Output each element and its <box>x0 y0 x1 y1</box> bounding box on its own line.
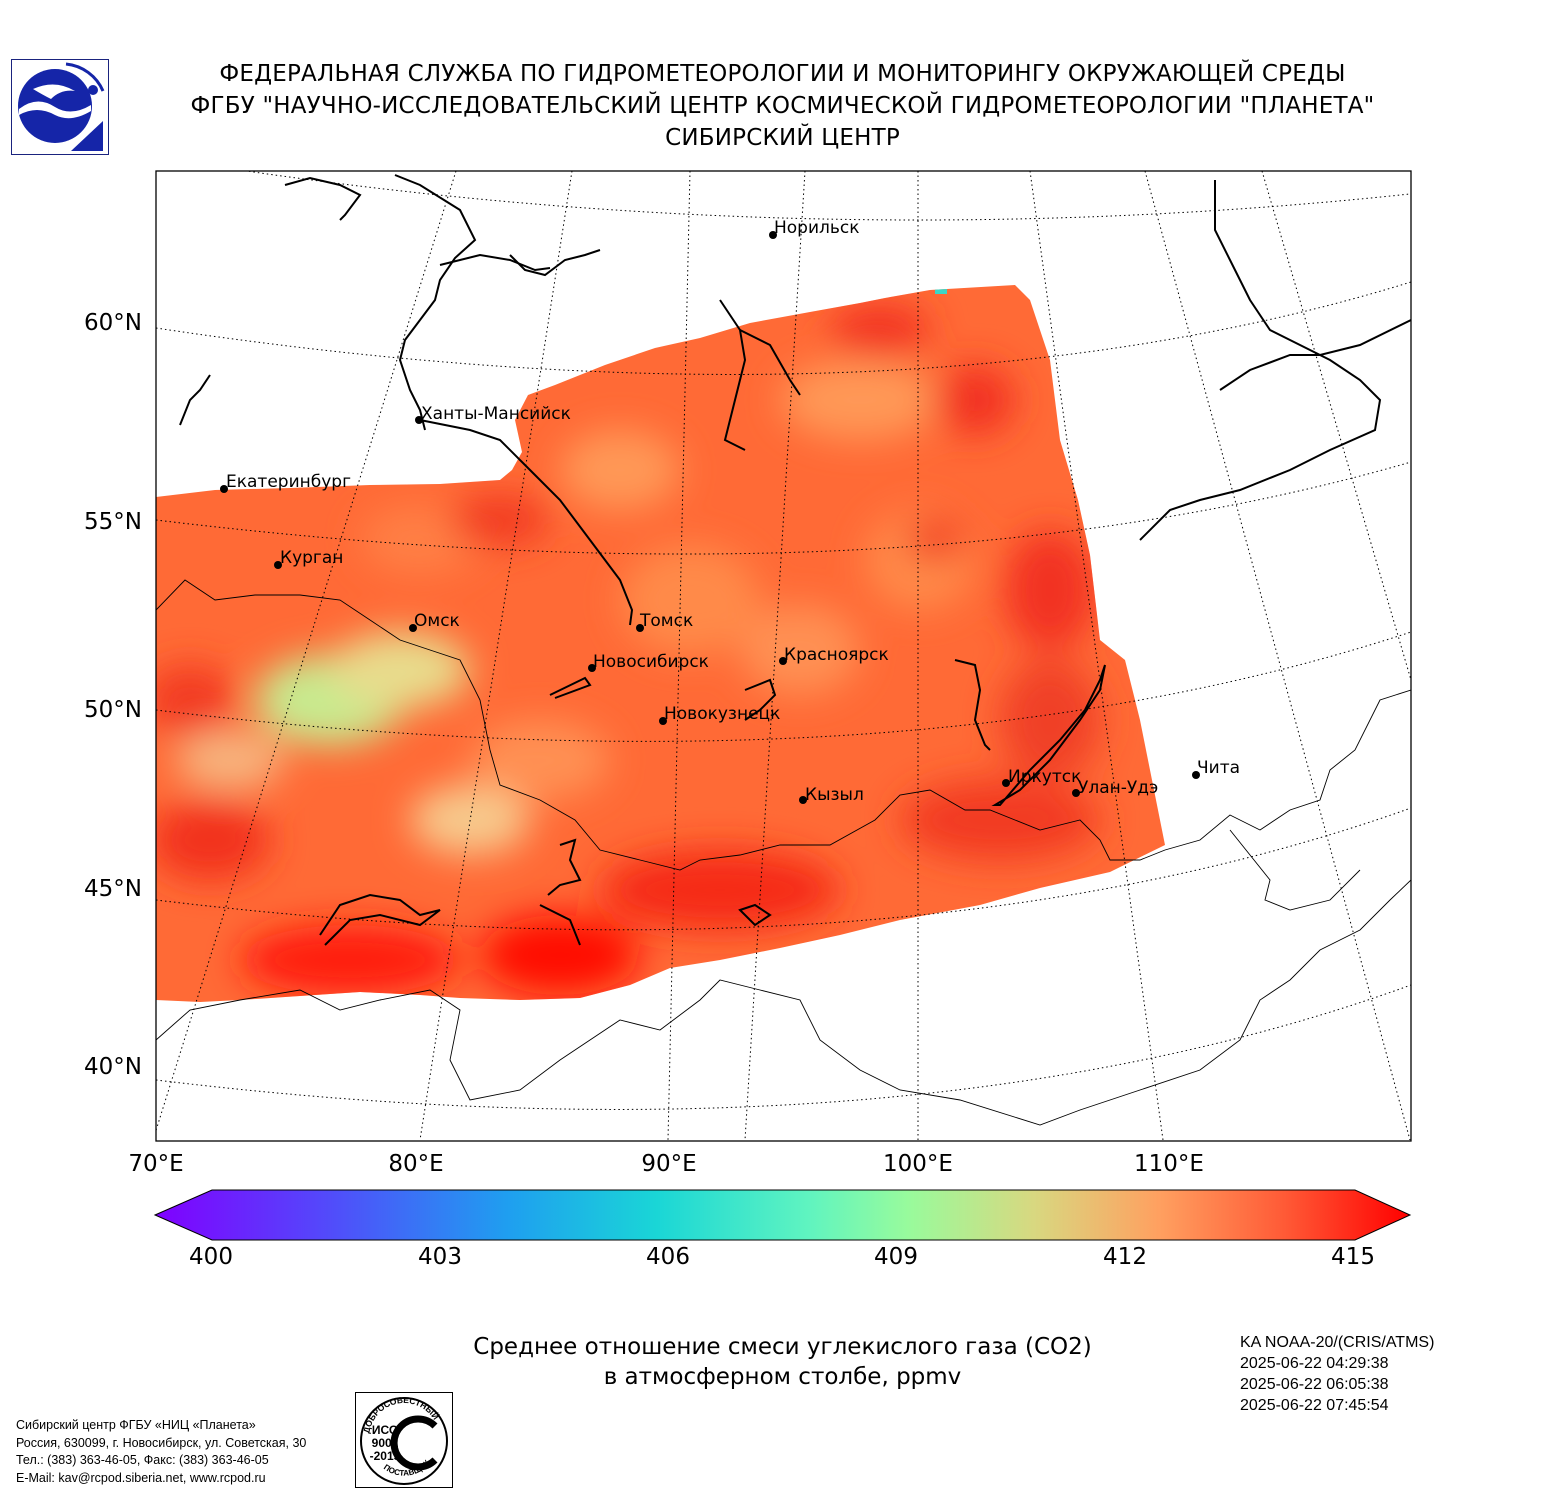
iso-stamp-logo: ДОБРОСОВЕСТНЫЙ ПОСТАВЩИК ИСО 9001 -2015 <box>355 1392 453 1488</box>
lat-label-55: 55°N <box>84 509 142 535</box>
city-label-krasnoyarsk: Красноярск <box>784 645 889 665</box>
graticule-parallels <box>156 171 1411 1110</box>
lon-label-90: 90°E <box>641 1151 697 1177</box>
svg-text:9001: 9001 <box>372 1436 399 1450</box>
city-markers <box>220 231 1200 804</box>
city-label-norilsk: Норильск <box>774 218 860 238</box>
lat-label-45: 45°N <box>84 876 142 902</box>
caption-line-1: Среднее отношение смеси углекислого газа… <box>473 1334 1092 1360</box>
lat-label-40: 40°N <box>84 1054 142 1080</box>
colorbar-gradient <box>153 1189 1412 1241</box>
satellite-time-3: 2025-06-22 07:45:54 <box>1240 1397 1389 1414</box>
caption-line-2: в атмосферном столбе, ppmv <box>603 1364 962 1390</box>
coastlines-rivers <box>179 174 1411 946</box>
footer-line-4: E-Mail: kav@rcpod.siberia.net, www.rcpod… <box>16 1470 266 1485</box>
footer-line-3: Тел.: (383) 363-46-05, Факс: (383) 363-4… <box>16 1453 269 1467</box>
city-label-chita: Чита <box>1197 758 1241 778</box>
header-line-1: ФЕДЕРАЛЬНАЯ СЛУЖБА ПО ГИДРОМЕТЕОРОЛОГИИ … <box>219 61 1346 87</box>
contact-footer: Сибирский центр ФГБУ «НИЦ «Планета» Росс… <box>16 1417 306 1487</box>
city-label-novokuznetsk: Новокузнецк <box>664 704 781 724</box>
city-dot-kyzyl <box>799 796 807 804</box>
satellite-time-1: 2025-06-22 04:29:38 <box>1240 1355 1389 1372</box>
colorbar-tick-415: 415 <box>1331 1244 1375 1270</box>
satellite-time-2: 2025-06-22 06:05:38 <box>1240 1376 1389 1393</box>
city-label-novosibirsk: Новосибирск <box>593 652 709 672</box>
colorbar-tick-412: 412 <box>1103 1244 1147 1270</box>
graticule-meridians <box>156 171 1411 1141</box>
lon-label-80: 80°E <box>388 1151 444 1177</box>
city-label-irkutsk: Иркутск <box>1008 767 1082 787</box>
header-line-3: СИБИРСКИЙ ЦЕНТР <box>665 125 900 151</box>
city-dot-novokuznetsk <box>659 717 667 725</box>
roshydromet-logo <box>11 59 109 155</box>
city-dot-khanty-mansiysk <box>415 416 423 424</box>
lat-label-60: 60°N <box>84 310 142 336</box>
city-label-omsk: Омск <box>414 611 460 631</box>
lon-label-70: 70°E <box>128 1151 184 1177</box>
map-canvas <box>155 170 1412 1142</box>
colorbar-tick-409: 409 <box>874 1244 918 1270</box>
city-label-ulan-ude: Улан-Удэ <box>1078 778 1159 798</box>
city-dot-irkutsk <box>1002 779 1010 787</box>
co2-map: Норильск Ханты-Мансийск Екатеринбург Кур… <box>84 170 1412 1177</box>
city-label-ekaterinburg: Екатеринбург <box>226 472 352 492</box>
city-dot-omsk <box>409 624 417 632</box>
footer-line-1: Сибирский центр ФГБУ «НИЦ «Планета» <box>16 1418 256 1432</box>
lat-label-50: 50°N <box>84 697 142 723</box>
city-label-khanty-mansiysk: Ханты-Мансийск <box>421 404 571 424</box>
lon-label-110: 110°E <box>1134 1151 1204 1177</box>
header-line-2: ФГБУ "НАУЧНО-ИССЛЕДОВАТЕЛЬСКИЙ ЦЕНТР КОС… <box>190 93 1375 119</box>
city-label-tomsk: Томск <box>640 611 694 631</box>
city-dot-norilsk <box>769 231 777 239</box>
satellite-info: KA NOAA-20/(CRIS/ATMS) 2025-06-22 04:29:… <box>1240 1332 1434 1416</box>
svg-text:ИСО: ИСО <box>372 1423 398 1437</box>
country-borders <box>156 579 1411 1126</box>
city-dot-chita <box>1192 771 1200 779</box>
city-dot-ekaterinburg <box>220 485 228 493</box>
colorbar-tick-403: 403 <box>418 1244 462 1270</box>
map-caption: Среднее отношение смеси углекислого газа… <box>380 1332 1185 1392</box>
city-label-kurgan: Курган <box>280 548 344 568</box>
city-dot-kurgan <box>274 561 282 569</box>
satellite-name: KA NOAA-20/(CRIS/ATMS) <box>1240 1334 1435 1351</box>
map-frame <box>155 170 1412 1142</box>
colorbar <box>150 1185 1420 1250</box>
agency-header: ФЕДЕРАЛЬНАЯ СЛУЖБА ПО ГИДРОМЕТЕОРОЛОГИИ … <box>110 58 1455 154</box>
lon-label-100: 100°E <box>883 1151 953 1177</box>
city-dot-novosibirsk <box>588 664 596 672</box>
svg-text:-2015: -2015 <box>370 1449 401 1463</box>
colorbar-tick-406: 406 <box>646 1244 690 1270</box>
city-dot-krasnoyarsk <box>779 657 787 665</box>
co2-swath <box>156 285 1165 1002</box>
city-dot-ulan-ude <box>1072 789 1080 797</box>
footer-line-2: Россия, 630099, г. Новосибирск, ул. Сове… <box>16 1435 307 1450</box>
city-label-kyzyl: Кызыл <box>805 785 864 805</box>
colorbar-tick-400: 400 <box>189 1244 233 1270</box>
city-dot-tomsk <box>636 624 644 632</box>
